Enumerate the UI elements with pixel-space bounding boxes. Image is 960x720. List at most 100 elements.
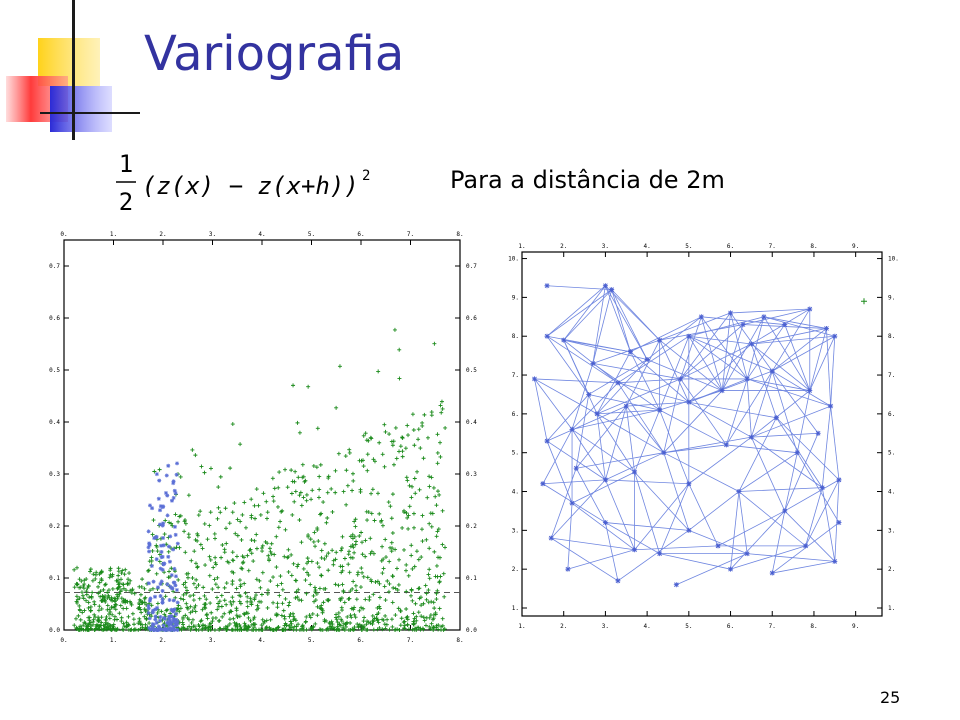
- green-point: [186, 493, 191, 498]
- green-point: [163, 594, 168, 599]
- y-tick-label-right: 6.: [888, 411, 895, 418]
- pair-line: [546, 440, 606, 481]
- green-point: [144, 608, 149, 613]
- blue-point: [163, 490, 168, 495]
- green-point: [334, 405, 339, 410]
- green-point: [338, 564, 343, 569]
- green-point: [238, 442, 243, 447]
- green-point: [234, 586, 239, 591]
- blue-point: [174, 617, 179, 622]
- sample-point: [761, 314, 767, 320]
- green-point: [237, 614, 242, 619]
- green-point: [217, 599, 222, 604]
- y-tick-label-right: 0.5: [466, 367, 477, 374]
- green-point: [216, 604, 221, 609]
- green-point: [380, 627, 385, 632]
- green-point: [434, 625, 439, 630]
- green-point: [295, 564, 300, 569]
- green-point: [154, 544, 159, 549]
- green-point: [317, 474, 322, 479]
- green-point: [137, 616, 142, 621]
- green-point: [319, 573, 324, 578]
- green-point: [419, 527, 424, 532]
- green-point: [224, 602, 229, 607]
- pair-line: [738, 487, 823, 492]
- green-point: [116, 578, 121, 583]
- pair-line: [592, 339, 660, 364]
- y-tick-label-right: 9.: [888, 294, 895, 301]
- green-point: [231, 570, 236, 575]
- blue-point: [148, 596, 153, 601]
- green-point: [125, 599, 130, 604]
- green-point: [204, 612, 209, 617]
- x-tick-label-top: 3.: [602, 243, 609, 250]
- green-point: [442, 594, 447, 599]
- green-point: [122, 572, 127, 577]
- green-point: [150, 532, 155, 537]
- sample-point: [686, 481, 692, 487]
- green-point: [108, 624, 113, 629]
- pair-line: [596, 351, 631, 415]
- green-point: [438, 574, 443, 579]
- green-point: [203, 563, 208, 568]
- green-point: [100, 597, 105, 602]
- blue-point: [156, 624, 161, 629]
- green-point: [406, 526, 411, 531]
- green-point: [317, 565, 322, 570]
- green-point: [377, 511, 382, 516]
- green-point: [293, 469, 298, 474]
- green-point: [402, 547, 407, 552]
- green-point: [289, 491, 294, 496]
- green-point: [80, 593, 85, 598]
- pair-line: [772, 370, 831, 407]
- green-point: [190, 617, 195, 622]
- green-point: [96, 618, 101, 623]
- green-point: [435, 588, 440, 593]
- green-point: [99, 627, 104, 632]
- y-tick-label: 0.6: [49, 315, 60, 322]
- green-point: [155, 610, 160, 615]
- green-point: [326, 568, 331, 573]
- green-point: [86, 605, 91, 610]
- pair-line: [611, 289, 660, 341]
- green-point: [431, 600, 436, 605]
- green-point: [270, 476, 275, 481]
- green-point: [289, 621, 294, 626]
- blue-point: [160, 554, 165, 559]
- green-point: [427, 624, 432, 629]
- blue-point: [161, 561, 166, 566]
- green-point: [113, 596, 118, 601]
- green-point: [108, 597, 113, 602]
- green-point: [222, 585, 227, 590]
- green-point: [321, 586, 326, 591]
- green-point: [266, 588, 271, 593]
- y-tick-label: 2.: [512, 566, 519, 573]
- green-point: [316, 495, 321, 500]
- pair-line: [546, 335, 619, 384]
- green-point: [303, 619, 308, 624]
- green-point: [239, 566, 244, 571]
- sample-point: [698, 314, 704, 320]
- green-point: [310, 625, 315, 630]
- green-point: [99, 620, 104, 625]
- pair-line: [571, 429, 635, 473]
- green-point: [424, 591, 429, 596]
- green-point: [107, 612, 112, 617]
- green-point: [265, 510, 270, 515]
- green-point: [213, 555, 218, 560]
- green-point: [229, 602, 234, 607]
- green-point: [365, 518, 370, 523]
- pair-line: [592, 285, 606, 364]
- green-point: [377, 581, 382, 586]
- green-point: [245, 594, 250, 599]
- pair-line: [563, 339, 631, 353]
- green-point: [348, 589, 353, 594]
- pair-line: [751, 390, 811, 438]
- green-point: [249, 551, 254, 556]
- sample-point: [782, 508, 788, 514]
- blue-point: [173, 532, 178, 537]
- blue-point: [160, 505, 165, 510]
- green-point: [178, 474, 183, 479]
- green-point: [136, 627, 141, 632]
- green-point: [197, 596, 202, 601]
